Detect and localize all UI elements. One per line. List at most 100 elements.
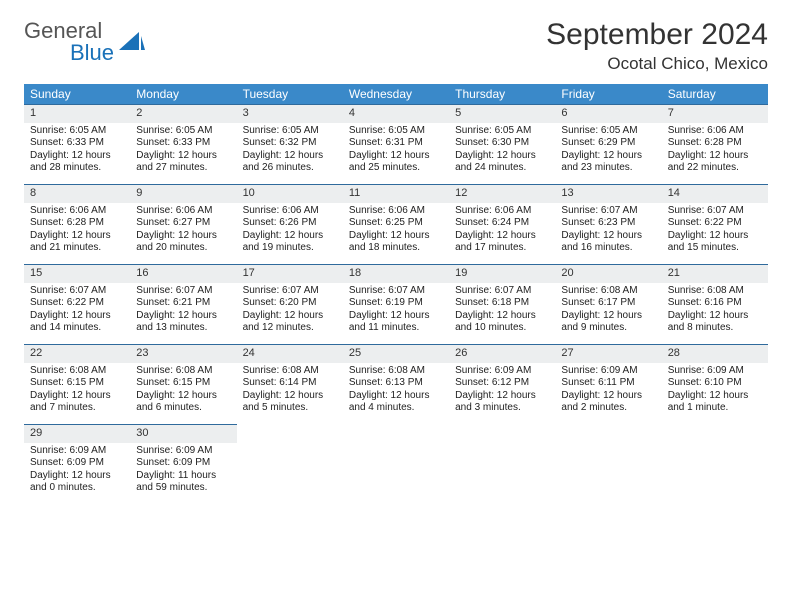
day-cell: 6Sunrise: 6:05 AMSunset: 6:29 PMDaylight… — [555, 104, 661, 184]
day-cell: 5Sunrise: 6:05 AMSunset: 6:30 PMDaylight… — [449, 104, 555, 184]
day-details: Sunrise: 6:05 AMSunset: 6:33 PMDaylight:… — [130, 123, 236, 179]
day-number: 1 — [24, 104, 130, 123]
day-details: Sunrise: 6:07 AMSunset: 6:19 PMDaylight:… — [343, 283, 449, 339]
day-number: 25 — [343, 344, 449, 363]
weekday-row: SundayMondayTuesdayWednesdayThursdayFrid… — [24, 84, 768, 104]
day-details: Sunrise: 6:07 AMSunset: 6:21 PMDaylight:… — [130, 283, 236, 339]
day-details: Sunrise: 6:07 AMSunset: 6:22 PMDaylight:… — [24, 283, 130, 339]
day-cell: 29Sunrise: 6:09 AMSunset: 6:09 PMDayligh… — [24, 424, 130, 504]
weekday-header: Saturday — [662, 84, 768, 104]
weekday-header: Monday — [130, 84, 236, 104]
logo-text-block: General Blue — [24, 18, 114, 66]
day-details: Sunrise: 6:09 AMSunset: 6:09 PMDaylight:… — [130, 443, 236, 499]
day-cell: 1Sunrise: 6:05 AMSunset: 6:33 PMDaylight… — [24, 104, 130, 184]
day-cell: 20Sunrise: 6:08 AMSunset: 6:17 PMDayligh… — [555, 264, 661, 344]
calendar-row: 22Sunrise: 6:08 AMSunset: 6:15 PMDayligh… — [24, 344, 768, 424]
logo: General Blue — [24, 18, 145, 66]
day-cell: 16Sunrise: 6:07 AMSunset: 6:21 PMDayligh… — [130, 264, 236, 344]
day-cell: 8Sunrise: 6:06 AMSunset: 6:28 PMDaylight… — [24, 184, 130, 264]
day-cell: 14Sunrise: 6:07 AMSunset: 6:22 PMDayligh… — [662, 184, 768, 264]
month-title: September 2024 — [546, 18, 768, 52]
calendar-row: 8Sunrise: 6:06 AMSunset: 6:28 PMDaylight… — [24, 184, 768, 264]
day-cell: 4Sunrise: 6:05 AMSunset: 6:31 PMDaylight… — [343, 104, 449, 184]
empty-cell — [555, 424, 661, 504]
header: General Blue September 2024 Ocotal Chico… — [24, 18, 768, 74]
location: Ocotal Chico, Mexico — [546, 54, 768, 74]
day-cell: 18Sunrise: 6:07 AMSunset: 6:19 PMDayligh… — [343, 264, 449, 344]
day-details: Sunrise: 6:05 AMSunset: 6:29 PMDaylight:… — [555, 123, 661, 179]
day-cell: 3Sunrise: 6:05 AMSunset: 6:32 PMDaylight… — [237, 104, 343, 184]
day-number: 21 — [662, 264, 768, 283]
day-details: Sunrise: 6:08 AMSunset: 6:14 PMDaylight:… — [237, 363, 343, 419]
day-details: Sunrise: 6:09 AMSunset: 6:09 PMDaylight:… — [24, 443, 130, 499]
day-number: 18 — [343, 264, 449, 283]
calendar-table: SundayMondayTuesdayWednesdayThursdayFrid… — [24, 84, 768, 504]
day-details: Sunrise: 6:05 AMSunset: 6:30 PMDaylight:… — [449, 123, 555, 179]
day-details: Sunrise: 6:09 AMSunset: 6:10 PMDaylight:… — [662, 363, 768, 419]
day-number: 20 — [555, 264, 661, 283]
title-block: September 2024 Ocotal Chico, Mexico — [546, 18, 768, 74]
weekday-header: Friday — [555, 84, 661, 104]
day-details: Sunrise: 6:08 AMSunset: 6:17 PMDaylight:… — [555, 283, 661, 339]
day-cell: 11Sunrise: 6:06 AMSunset: 6:25 PMDayligh… — [343, 184, 449, 264]
day-cell: 17Sunrise: 6:07 AMSunset: 6:20 PMDayligh… — [237, 264, 343, 344]
logo-sail-icon — [119, 32, 145, 54]
day-cell: 19Sunrise: 6:07 AMSunset: 6:18 PMDayligh… — [449, 264, 555, 344]
day-details: Sunrise: 6:09 AMSunset: 6:11 PMDaylight:… — [555, 363, 661, 419]
day-number: 16 — [130, 264, 236, 283]
weekday-header: Thursday — [449, 84, 555, 104]
day-details: Sunrise: 6:07 AMSunset: 6:18 PMDaylight:… — [449, 283, 555, 339]
calendar-body: 1Sunrise: 6:05 AMSunset: 6:33 PMDaylight… — [24, 104, 768, 504]
day-cell: 7Sunrise: 6:06 AMSunset: 6:28 PMDaylight… — [662, 104, 768, 184]
day-number: 7 — [662, 104, 768, 123]
day-details: Sunrise: 6:06 AMSunset: 6:27 PMDaylight:… — [130, 203, 236, 259]
day-number: 30 — [130, 424, 236, 443]
day-number: 4 — [343, 104, 449, 123]
day-number: 19 — [449, 264, 555, 283]
day-cell: 24Sunrise: 6:08 AMSunset: 6:14 PMDayligh… — [237, 344, 343, 424]
day-number: 29 — [24, 424, 130, 443]
day-number: 2 — [130, 104, 236, 123]
day-number: 11 — [343, 184, 449, 203]
day-number: 22 — [24, 344, 130, 363]
day-cell: 21Sunrise: 6:08 AMSunset: 6:16 PMDayligh… — [662, 264, 768, 344]
day-details: Sunrise: 6:06 AMSunset: 6:26 PMDaylight:… — [237, 203, 343, 259]
empty-cell — [662, 424, 768, 504]
day-cell: 30Sunrise: 6:09 AMSunset: 6:09 PMDayligh… — [130, 424, 236, 504]
logo-blue: Blue — [70, 40, 114, 66]
day-details: Sunrise: 6:07 AMSunset: 6:23 PMDaylight:… — [555, 203, 661, 259]
day-cell: 27Sunrise: 6:09 AMSunset: 6:11 PMDayligh… — [555, 344, 661, 424]
day-cell: 15Sunrise: 6:07 AMSunset: 6:22 PMDayligh… — [24, 264, 130, 344]
day-details: Sunrise: 6:09 AMSunset: 6:12 PMDaylight:… — [449, 363, 555, 419]
day-details: Sunrise: 6:05 AMSunset: 6:32 PMDaylight:… — [237, 123, 343, 179]
day-number: 24 — [237, 344, 343, 363]
day-number: 6 — [555, 104, 661, 123]
day-details: Sunrise: 6:08 AMSunset: 6:16 PMDaylight:… — [662, 283, 768, 339]
calendar-row: 29Sunrise: 6:09 AMSunset: 6:09 PMDayligh… — [24, 424, 768, 504]
day-number: 8 — [24, 184, 130, 203]
day-details: Sunrise: 6:06 AMSunset: 6:24 PMDaylight:… — [449, 203, 555, 259]
calendar-head: SundayMondayTuesdayWednesdayThursdayFrid… — [24, 84, 768, 104]
day-cell: 26Sunrise: 6:09 AMSunset: 6:12 PMDayligh… — [449, 344, 555, 424]
day-cell: 25Sunrise: 6:08 AMSunset: 6:13 PMDayligh… — [343, 344, 449, 424]
day-details: Sunrise: 6:08 AMSunset: 6:15 PMDaylight:… — [24, 363, 130, 419]
weekday-header: Sunday — [24, 84, 130, 104]
day-number: 27 — [555, 344, 661, 363]
empty-cell — [237, 424, 343, 504]
empty-cell — [449, 424, 555, 504]
day-number: 9 — [130, 184, 236, 203]
day-cell: 22Sunrise: 6:08 AMSunset: 6:15 PMDayligh… — [24, 344, 130, 424]
calendar-row: 15Sunrise: 6:07 AMSunset: 6:22 PMDayligh… — [24, 264, 768, 344]
day-number: 15 — [24, 264, 130, 283]
empty-cell — [343, 424, 449, 504]
day-cell: 13Sunrise: 6:07 AMSunset: 6:23 PMDayligh… — [555, 184, 661, 264]
day-number: 12 — [449, 184, 555, 203]
day-cell: 9Sunrise: 6:06 AMSunset: 6:27 PMDaylight… — [130, 184, 236, 264]
day-details: Sunrise: 6:05 AMSunset: 6:33 PMDaylight:… — [24, 123, 130, 179]
day-number: 28 — [662, 344, 768, 363]
weekday-header: Tuesday — [237, 84, 343, 104]
day-cell: 10Sunrise: 6:06 AMSunset: 6:26 PMDayligh… — [237, 184, 343, 264]
day-details: Sunrise: 6:07 AMSunset: 6:20 PMDaylight:… — [237, 283, 343, 339]
day-details: Sunrise: 6:06 AMSunset: 6:25 PMDaylight:… — [343, 203, 449, 259]
day-number: 10 — [237, 184, 343, 203]
